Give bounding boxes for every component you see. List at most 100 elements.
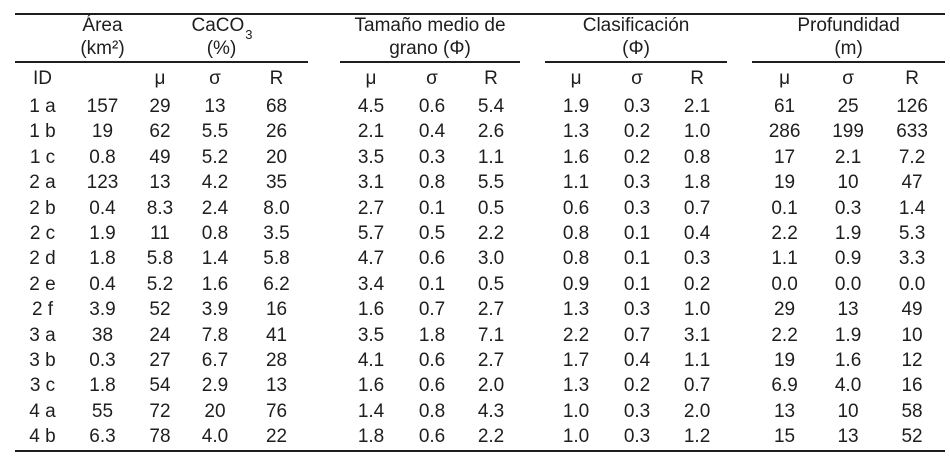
value-cell: 0.6	[418, 248, 446, 270]
table-row: 3 c 1.8 54 2.9 13 1.6 0.6 2.0 1.3 0.2 0.7 6.9 4.0 16	[15, 373, 945, 398]
value-cell: 8.3	[146, 197, 174, 219]
value-cell: 1.6	[834, 350, 862, 372]
statistics-table: Área (km²) CaCO3 (%) Tamaño medio de gra…	[15, 13, 946, 452]
value-cell: 13	[204, 96, 226, 117]
value-cell: 0.6	[418, 375, 446, 397]
value-cell: 0.8	[683, 146, 711, 168]
group-title: CaCO3	[191, 15, 253, 42]
column-gap	[520, 170, 545, 195]
column-gap	[308, 14, 340, 62]
value-cell: 0.8	[201, 223, 229, 245]
value-cell: 68	[265, 96, 288, 117]
column-gap	[520, 221, 545, 246]
column-gap	[308, 62, 340, 94]
value-cell: 27	[149, 350, 171, 372]
value-cell: 2.7	[477, 350, 505, 372]
value-cell: 2.1	[683, 96, 711, 117]
row-id-cell: 4 b	[29, 426, 56, 448]
value-cell: 1.3	[562, 375, 590, 397]
column-gap	[520, 399, 545, 424]
value-cell: 5.7	[357, 223, 385, 245]
value-cell: 1.6	[562, 146, 590, 168]
value-cell: 47	[901, 172, 923, 194]
value-cell: 3.1	[683, 324, 711, 346]
value-cell: 16	[265, 299, 288, 321]
column-gap	[308, 348, 340, 373]
row-id-cell: 3 c	[29, 375, 56, 397]
row-id-cell: 2 b	[29, 197, 56, 219]
value-cell: 0.9	[834, 248, 862, 270]
group-unit: (km²)	[80, 38, 125, 59]
value-cell: 0.2	[623, 121, 651, 143]
value-cell: 633	[896, 121, 928, 143]
column-gap	[308, 297, 340, 322]
value-cell: 62	[149, 121, 171, 143]
value-cell: 4.1	[357, 350, 385, 372]
value-cell: 0.5	[477, 197, 505, 219]
value-cell: 1.8	[418, 324, 446, 346]
value-cell: 0.0	[771, 273, 798, 295]
area-column-header	[70, 62, 135, 94]
value-cell: 0.6	[418, 350, 446, 372]
value-cell: 7.1	[477, 324, 505, 346]
row-id-cell: 4 a	[29, 400, 56, 422]
row-id-cell: 2 f	[31, 299, 54, 321]
value-cell: 0.4	[683, 223, 711, 245]
value-cell: 19	[91, 121, 114, 143]
mu-header: μ	[154, 68, 166, 89]
group-header-depth: Profundidad (m)	[752, 14, 946, 63]
value-cell: 0.3	[89, 350, 116, 372]
value-cell: 0.4	[89, 273, 116, 295]
sigma-header: σ	[631, 68, 643, 89]
value-cell: 0.3	[623, 299, 651, 321]
value-cell: 54	[149, 375, 171, 397]
value-cell: 16	[901, 375, 923, 397]
value-cell: 0.3	[834, 197, 862, 219]
id-column-header: ID	[33, 68, 52, 89]
table-row: 1 b 19 62 5.5 26 2.1 0.4 2.6 1.3 0.2 1.0 286 199 633	[15, 119, 945, 144]
value-cell: 52	[149, 299, 171, 321]
mu-header: μ	[779, 68, 791, 89]
value-cell: 4.3	[477, 400, 505, 422]
value-cell: 1.6	[201, 273, 229, 295]
value-cell: 1.6	[357, 299, 385, 321]
value-cell: 78	[149, 426, 171, 448]
value-cell: 19	[773, 350, 796, 372]
value-cell: 76	[265, 400, 288, 422]
value-cell: 1.3	[562, 299, 590, 321]
table-row: 3 a 38 24 7.8 41 3.5 1.8 7.1 2.2 0.7 3.1 2.2 1.9 10	[15, 323, 945, 348]
value-cell: 1.0	[683, 299, 711, 321]
value-cell: 13	[265, 375, 288, 397]
table-row: 1 c 0.8 49 5.2 20 3.5 0.3 1.1 1.6 0.2 0.8 17 2.1 7.2	[15, 145, 945, 170]
column-gap	[520, 348, 545, 373]
value-cell: 0.5	[418, 223, 446, 245]
column-gap	[727, 246, 752, 271]
value-cell: 0.4	[89, 197, 116, 219]
value-cell: 0.4	[623, 350, 651, 372]
column-gap	[520, 424, 545, 450]
value-cell: 3.9	[89, 299, 116, 321]
value-cell: 4.2	[201, 172, 229, 194]
value-cell: 0.7	[683, 375, 711, 397]
column-gap	[520, 246, 545, 271]
column-gap	[727, 196, 752, 221]
value-cell: 0.9	[562, 273, 590, 295]
value-cell: 3.3	[898, 248, 926, 270]
column-gap	[520, 62, 545, 94]
value-cell: 0.2	[683, 273, 711, 295]
value-cell: 0.0	[834, 273, 862, 295]
value-cell: 10	[837, 172, 859, 194]
value-cell: 2.2	[771, 324, 798, 346]
row-id-cell: 2 a	[29, 172, 56, 194]
value-cell: 199	[832, 121, 864, 143]
table-row: 2 c 1.9 11 0.8 3.5 5.7 0.5 2.2 0.8 0.1 0.4 2.2 1.9 5.…	[15, 221, 945, 246]
row-id-cell: 1 a	[29, 96, 56, 117]
column-gap	[727, 221, 752, 246]
value-cell: 0.1	[771, 197, 798, 219]
value-cell: 38	[91, 324, 114, 346]
value-cell: 5.5	[477, 172, 505, 194]
group-header-classification: Clasificación (Φ)	[545, 14, 728, 63]
column-gap	[308, 221, 340, 246]
value-cell: 2.2	[771, 223, 798, 245]
value-cell: 5.2	[146, 273, 174, 295]
